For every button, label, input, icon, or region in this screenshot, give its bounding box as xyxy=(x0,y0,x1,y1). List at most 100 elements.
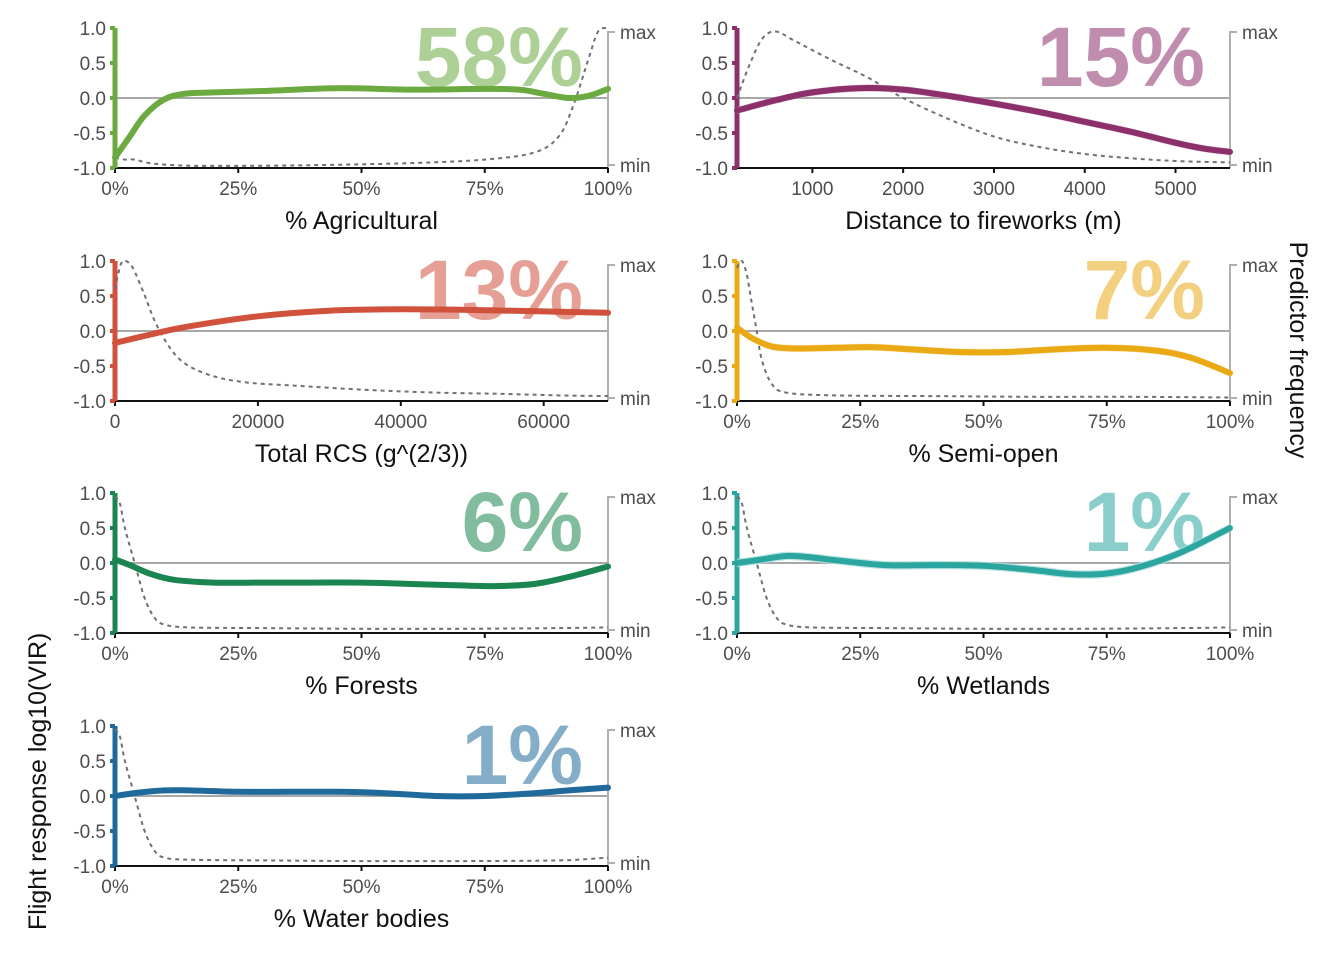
x-axis-label: Total RCS (g^(2/3)) xyxy=(255,440,468,468)
y-tick-label: 0.0 xyxy=(702,554,728,575)
frequency-min-label: min xyxy=(620,389,651,410)
frequency-curve xyxy=(114,728,609,863)
frequency-max-label: max xyxy=(1242,488,1278,509)
frequency-curve xyxy=(736,495,1231,630)
x-tick-label: 0% xyxy=(723,644,751,665)
y-tick-label: -1.0 xyxy=(695,624,728,645)
x-tick-label: 50% xyxy=(342,877,380,898)
chart-panel-2: 15% max min 1000 2000 3000 4000 5000 Distance to… xyxy=(695,10,1278,235)
x-tick-label: 0% xyxy=(723,412,751,433)
y-tick-label: 1.0 xyxy=(702,252,728,273)
x-tick-label: 3000 xyxy=(973,179,1015,200)
x-tick-label: 75% xyxy=(466,179,504,200)
y-tick-label: -1.0 xyxy=(73,392,106,413)
frequency-min-label: min xyxy=(1242,156,1273,177)
response-curve xyxy=(112,784,611,800)
frequency-max-label: max xyxy=(1242,256,1278,277)
importance-label: 7% xyxy=(1084,243,1205,337)
x-tick-label: 4000 xyxy=(1064,179,1106,200)
x-tick-label: 25% xyxy=(841,412,879,433)
y-tick-label: -1.0 xyxy=(695,392,728,413)
frequency-curve xyxy=(736,30,1231,164)
response-curve xyxy=(734,85,1233,155)
y-tick-label: 1.0 xyxy=(80,252,106,273)
x-tick-label: 40000 xyxy=(374,412,427,433)
x-tick-label: 0 xyxy=(110,412,121,433)
frequency-curve xyxy=(736,259,1231,399)
y-tick-label: -0.5 xyxy=(73,124,106,145)
chart-panel-7: 1% max min 0% 25% 50% 75% 100% % Water bodies 1.0… xyxy=(73,708,656,933)
frequency-curve xyxy=(114,259,609,398)
y-tick-label: -0.5 xyxy=(73,589,106,610)
x-tick-label: 25% xyxy=(219,644,257,665)
chart-panel-5: 6% max min 0% 25% 50% 75% 100% % Forests 1.0 0.5 0.… xyxy=(73,475,656,700)
y-tick-label: 0.5 xyxy=(80,287,106,308)
x-tick-label: 20000 xyxy=(231,412,284,433)
y-tick-label: 1.0 xyxy=(80,484,106,505)
y-tick-label: 0.5 xyxy=(702,54,728,75)
y-tick-label: 0.0 xyxy=(80,787,106,808)
frequency-min-label: min xyxy=(620,854,651,875)
x-tick-label: 100% xyxy=(584,877,633,898)
frequency-min-label: min xyxy=(1242,389,1273,410)
frequency-min-label: min xyxy=(620,621,651,642)
x-axis-label: % Wetlands xyxy=(917,672,1050,700)
y-tick-label: 0.5 xyxy=(80,752,106,773)
x-tick-label: 2000 xyxy=(882,179,924,200)
importance-label: 6% xyxy=(462,475,583,569)
y-tick-label: 0.5 xyxy=(702,519,728,540)
y-tick-label: -1.0 xyxy=(73,159,106,180)
x-tick-label: 0% xyxy=(101,877,129,898)
x-tick-label: 100% xyxy=(1206,644,1255,665)
x-tick-label: 25% xyxy=(219,179,257,200)
response-curve xyxy=(112,306,611,346)
x-axis-label: Distance to fireworks (m) xyxy=(845,207,1121,235)
frequency-max-label: max xyxy=(1242,23,1278,44)
frequency-curve xyxy=(114,495,609,630)
x-axis-label: % Agricultural xyxy=(285,207,438,235)
chart-panel-3: 13% max min 0 20000 40000 60000 Total RCS (g^(2… xyxy=(73,243,656,468)
y-tick-label: 0.0 xyxy=(80,322,106,343)
x-tick-label: 75% xyxy=(466,877,504,898)
frequency-min-label: min xyxy=(620,156,651,177)
x-tick-label: 25% xyxy=(841,644,879,665)
chart-panel-6: 1% max min 0% 25% 50% 75% 100% % Wetlands 1.0 0.5 0… xyxy=(695,475,1278,700)
y-tick-label: -0.5 xyxy=(695,357,728,378)
x-tick-label: 75% xyxy=(1088,644,1126,665)
frequency-max-label: max xyxy=(620,23,656,44)
y-tick-label: 1.0 xyxy=(702,484,728,505)
y-tick-label: -0.5 xyxy=(73,357,106,378)
y-tick-label: 1.0 xyxy=(80,19,106,40)
x-tick-label: 25% xyxy=(219,877,257,898)
frequency-curve xyxy=(114,27,609,167)
importance-label: 1% xyxy=(462,708,583,802)
x-tick-label: 100% xyxy=(584,179,633,200)
frequency-max-label: max xyxy=(620,256,656,277)
y-tick-label: 0.5 xyxy=(80,54,106,75)
y-tick-label: -0.5 xyxy=(695,124,728,145)
y-tick-label: 0.0 xyxy=(702,89,728,110)
y-tick-label: 0.0 xyxy=(702,322,728,343)
y-tick-label: 1.0 xyxy=(80,717,106,738)
x-tick-label: 5000 xyxy=(1154,179,1196,200)
y-axis-label-left: Flight response log10(VIR) xyxy=(24,633,52,930)
y-tick-label: 0.0 xyxy=(80,89,106,110)
x-axis-label: % Forests xyxy=(305,672,418,700)
x-tick-label: 50% xyxy=(964,644,1002,665)
y-tick-label: 1.0 xyxy=(702,19,728,40)
frequency-max-label: max xyxy=(620,488,656,509)
y-tick-label: -0.5 xyxy=(695,589,728,610)
y-tick-label: -1.0 xyxy=(73,857,106,878)
response-curve xyxy=(112,85,611,161)
x-axis-label: % Semi-open xyxy=(908,440,1058,468)
importance-label: 1% xyxy=(1084,475,1205,569)
x-tick-label: 50% xyxy=(964,412,1002,433)
y-tick-label: -0.5 xyxy=(73,822,106,843)
x-tick-label: 75% xyxy=(466,644,504,665)
chart-panel-4: 7% max min 0% 25% 50% 75% 100% % Semi-open 1.0 0.5… xyxy=(695,243,1278,468)
x-tick-label: 75% xyxy=(1088,412,1126,433)
y-tick-label: 0.0 xyxy=(80,554,106,575)
